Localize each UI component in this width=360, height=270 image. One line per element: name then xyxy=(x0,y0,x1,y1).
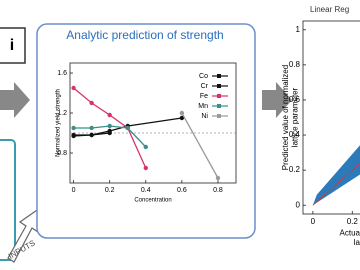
x-axis-label: Concentration xyxy=(134,197,171,203)
legend-label: Mn xyxy=(198,103,208,110)
x-axis-label: Actua xyxy=(340,228,360,237)
data-point xyxy=(125,125,130,131)
x-tick-label: 0.6 xyxy=(177,187,187,194)
fit-line xyxy=(312,162,360,206)
legend-label: Fe xyxy=(200,93,208,100)
panel-box xyxy=(36,23,256,239)
y-axis-label: lattice parameter xyxy=(291,87,300,147)
data-point xyxy=(107,130,112,136)
arrow xyxy=(0,82,30,118)
left-box xyxy=(0,27,26,64)
chart-title: Linear Reg xyxy=(310,5,349,14)
data-point xyxy=(179,110,185,116)
legend-marker xyxy=(217,114,221,118)
y-tick-label: 0.4 xyxy=(289,130,301,139)
y-tick-label: 0.6 xyxy=(289,95,301,104)
y-tick-label: 0.8 xyxy=(289,60,301,69)
left-label: i xyxy=(10,37,14,54)
x-tick-label: 0.8 xyxy=(213,187,223,194)
chart-title: Analytic prediction of strength xyxy=(66,28,224,42)
y-axis-label: Predicted value of normalized xyxy=(281,65,290,170)
y-tick-label: 1.6 xyxy=(57,70,67,77)
data-point xyxy=(179,115,185,121)
y-tick-label: 1.2 xyxy=(57,110,67,117)
data-point xyxy=(107,123,112,129)
point-cloud xyxy=(312,145,360,206)
arrow xyxy=(262,82,292,118)
x-tick-label: 0 xyxy=(311,217,316,226)
data-point xyxy=(71,125,76,131)
data-point xyxy=(71,132,76,138)
x-tick-label: 0 xyxy=(72,187,76,194)
y-tick-label: 0.2 xyxy=(289,165,301,174)
legend-label: Ni xyxy=(201,113,208,120)
legend-label: Co xyxy=(199,73,208,80)
plot-frame xyxy=(302,20,360,215)
plot-frame xyxy=(69,62,237,184)
data-point xyxy=(143,144,148,150)
data-point xyxy=(107,112,112,118)
legend-marker xyxy=(217,84,221,88)
y-tick-label: 0.8 xyxy=(57,150,67,157)
x-axis-label: la xyxy=(354,238,360,247)
legend-label: Cr xyxy=(201,83,209,90)
x-tick-label: 0.2 xyxy=(347,217,359,226)
left-panel xyxy=(0,139,16,261)
legend-marker xyxy=(217,74,221,78)
data-point xyxy=(71,85,76,91)
y-tick-label: 0 xyxy=(296,200,301,209)
data-point xyxy=(89,125,94,131)
series-line xyxy=(181,112,219,179)
legend-marker xyxy=(217,94,221,98)
x-tick-label: 0.2 xyxy=(105,187,115,194)
data-point xyxy=(89,100,94,106)
y-tick-label: 1 xyxy=(296,25,301,34)
data-point xyxy=(143,165,148,171)
x-tick-label: 0.4 xyxy=(141,187,151,194)
y-axis-label: Normalized yield strength xyxy=(56,89,62,157)
legend-marker xyxy=(217,104,221,108)
data-point xyxy=(215,175,221,181)
data-point xyxy=(89,132,94,138)
